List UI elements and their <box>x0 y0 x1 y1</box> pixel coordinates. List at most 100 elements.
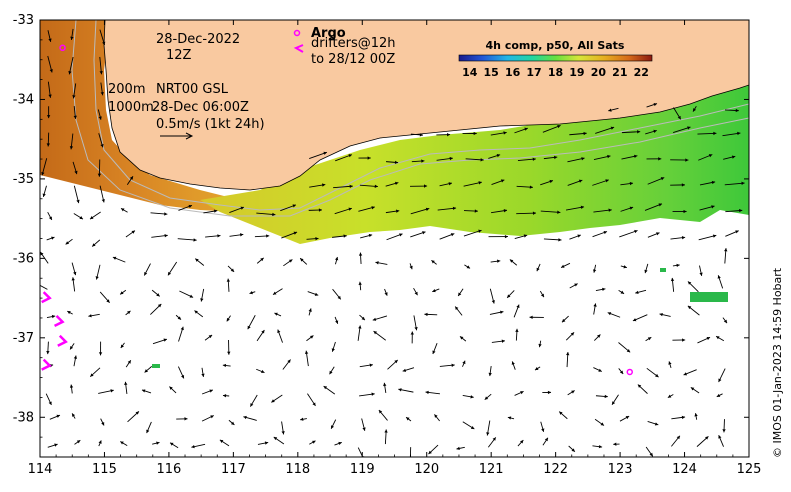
x-tick-label: 121 <box>479 462 504 477</box>
current-arrow <box>594 418 605 426</box>
current-arrow <box>671 435 681 447</box>
current-arrow <box>120 441 128 447</box>
current-arrow <box>618 342 631 353</box>
current-arrow <box>146 421 152 434</box>
current-arrow <box>595 394 608 399</box>
current-arrow <box>620 265 627 269</box>
current-arrow <box>637 384 648 394</box>
current-arrow <box>437 206 457 211</box>
drifter-track <box>57 334 68 347</box>
current-arrow <box>725 208 743 213</box>
current-arrow <box>459 336 467 342</box>
current-arrow <box>67 310 73 315</box>
y-tick-label: -37 <box>13 331 34 346</box>
current-arrow <box>89 211 101 220</box>
drifter-track <box>54 315 65 328</box>
current-arrow <box>692 106 697 112</box>
current-arrow <box>671 415 686 420</box>
current-arrow <box>410 133 424 137</box>
current-arrow <box>65 238 73 245</box>
current-arrow <box>144 366 153 373</box>
current-arrow <box>177 366 185 379</box>
drifters-label: drifters@12h <box>311 36 396 51</box>
current-arrow <box>191 443 206 449</box>
current-arrow <box>99 185 105 203</box>
current-arrow <box>722 131 741 137</box>
current-arrow <box>358 206 375 212</box>
current-arrow <box>725 230 739 237</box>
current-arrow <box>454 306 463 316</box>
current-arrow <box>282 359 291 370</box>
current-arrow <box>125 310 131 316</box>
drifter-track <box>41 291 52 304</box>
current-arrow <box>358 252 363 264</box>
current-arrow <box>359 363 373 368</box>
current-arrow <box>506 290 515 299</box>
current-arrow <box>540 179 554 186</box>
current-arrow <box>457 288 464 297</box>
current-arrow <box>632 314 648 322</box>
current-arrow <box>42 185 47 197</box>
current-arrow <box>724 108 739 113</box>
current-arrow <box>593 367 603 372</box>
current-arrow <box>256 257 264 264</box>
current-arrow <box>300 417 307 421</box>
current-arrow <box>222 394 230 398</box>
current-arrow <box>722 419 726 433</box>
current-arrow <box>515 328 519 341</box>
current-arrow <box>646 367 659 378</box>
product-time-label: 28-Dec 06:00Z <box>152 100 249 115</box>
current-arrow <box>698 234 717 241</box>
current-arrow <box>329 366 335 375</box>
depth-1000-label: 1000m <box>108 100 154 115</box>
current-arrow <box>309 183 326 188</box>
sst-patch <box>690 292 728 302</box>
current-arrow <box>410 231 426 238</box>
current-arrow <box>73 185 80 204</box>
current-arrow <box>277 329 283 343</box>
current-arrow <box>620 206 634 212</box>
current-arrow <box>529 315 544 319</box>
x-tick-label: 125 <box>737 462 762 477</box>
current-arrow <box>194 258 205 266</box>
current-arrow <box>699 265 703 276</box>
current-arrows <box>40 28 745 457</box>
current-arrow <box>593 208 612 213</box>
current-arrow <box>332 234 347 238</box>
sst-patch <box>152 364 160 368</box>
current-arrow <box>69 343 75 350</box>
current-arrow <box>271 394 283 403</box>
current-arrow <box>179 290 194 298</box>
current-arrow <box>358 156 371 160</box>
current-arrow <box>226 278 231 292</box>
current-arrow <box>177 238 197 242</box>
current-arrow <box>516 211 537 215</box>
current-arrow <box>46 236 55 241</box>
current-arrow <box>74 439 81 445</box>
current-arrow <box>100 418 105 426</box>
current-arrow <box>256 329 265 342</box>
current-arrow <box>538 340 542 348</box>
current-arrow <box>227 265 235 273</box>
current-arrow <box>387 359 399 370</box>
current-arrow <box>644 263 649 274</box>
current-arrow <box>561 315 569 323</box>
current-arrow <box>667 394 674 398</box>
current-arrow <box>45 393 52 406</box>
current-arrow <box>463 181 482 187</box>
current-arrow <box>283 259 293 267</box>
current-arrow <box>194 310 204 318</box>
current-arrow <box>696 436 709 447</box>
current-arrow <box>490 131 507 136</box>
current-arrow <box>360 233 373 239</box>
x-tick-label: 115 <box>92 462 117 477</box>
current-arrow <box>462 394 474 399</box>
current-arrow <box>150 212 168 216</box>
current-arrow <box>484 393 492 401</box>
current-arrow <box>247 315 256 330</box>
x-tick-label: 123 <box>608 462 633 477</box>
current-arrow <box>683 369 697 376</box>
current-arrow <box>687 281 699 293</box>
current-arrow <box>514 127 528 134</box>
current-arrow <box>431 259 437 265</box>
